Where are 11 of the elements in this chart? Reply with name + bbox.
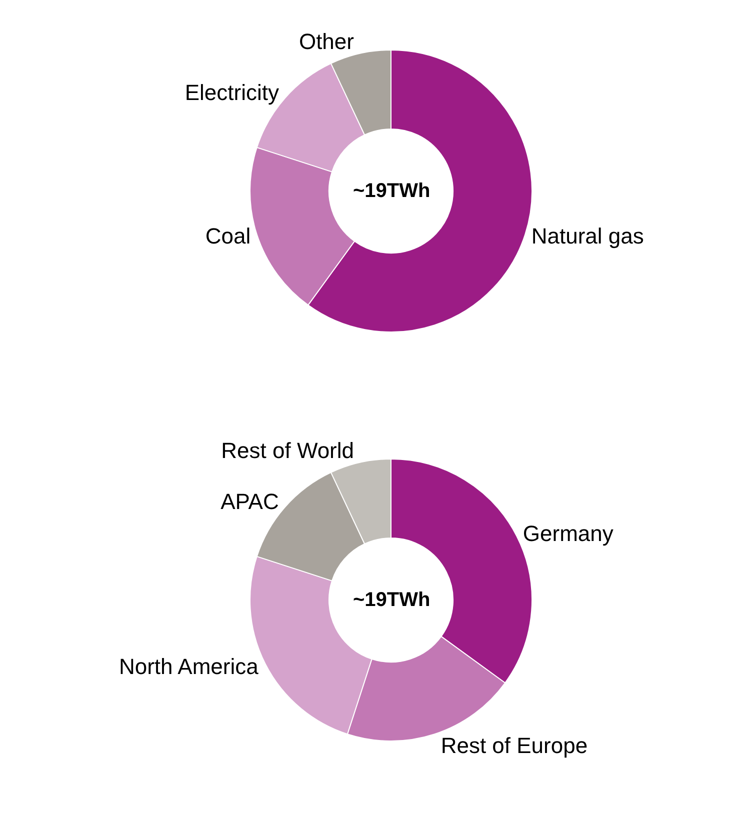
slice-label: Electricity — [184, 80, 279, 105]
slice-label: Natural gas — [531, 223, 644, 248]
slice-label: North America — [118, 654, 260, 680]
slice-label: Rest of Europe — [440, 732, 588, 758]
slice-label: Germany — [522, 520, 614, 546]
slice-label: Rest of World — [221, 438, 354, 463]
slice-label: Coal — [205, 223, 251, 248]
slice-label: APAC — [220, 488, 279, 514]
text: ~19TWh — [353, 180, 430, 202]
text: ~19TWh — [353, 589, 430, 611]
slice-label: Other — [298, 28, 354, 54]
